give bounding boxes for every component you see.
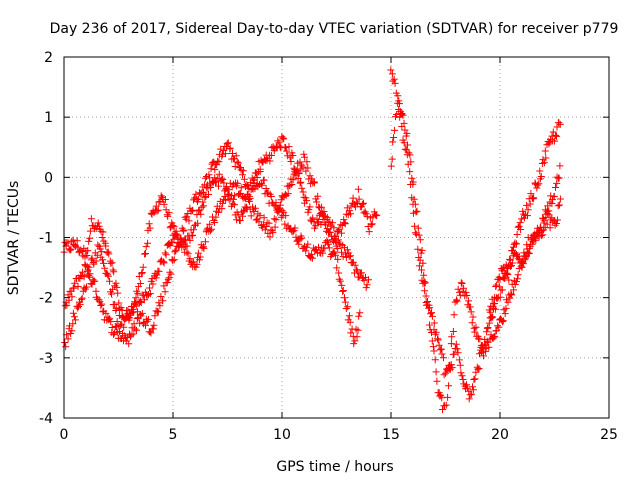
- y-tick-labels: -4 -3 -2 -1 0 1 2: [39, 50, 53, 427]
- y-axis-title: SDTVAR / TECUs: [6, 181, 22, 296]
- x-axis-title: GPS time / hours: [276, 459, 393, 475]
- y-tick-label: 1: [44, 110, 53, 126]
- y-tick-label: 0: [44, 170, 53, 186]
- data-points: [60, 66, 564, 413]
- y-tick-label: -4: [39, 411, 53, 427]
- y-tick-label: -2: [39, 291, 53, 307]
- series-markers: [60, 66, 564, 413]
- chart-title: Day 236 of 2017, Sidereal Day-to-day VTE…: [50, 21, 619, 37]
- x-tick-label: 25: [600, 427, 618, 443]
- ticks: [63, 56, 610, 419]
- y-tick-label: -3: [39, 351, 53, 367]
- x-tick-label: 20: [491, 427, 509, 443]
- x-tick-label: 0: [60, 427, 69, 443]
- x-tick-label: 5: [169, 427, 178, 443]
- y-tick-label: 2: [44, 50, 53, 66]
- y-tick-label: -1: [39, 231, 53, 247]
- grid: [64, 57, 609, 418]
- x-tick-labels: 0 5 10 15 20 25: [60, 427, 618, 443]
- x-tick-label: 15: [382, 427, 400, 443]
- x-tick-label: 10: [273, 427, 291, 443]
